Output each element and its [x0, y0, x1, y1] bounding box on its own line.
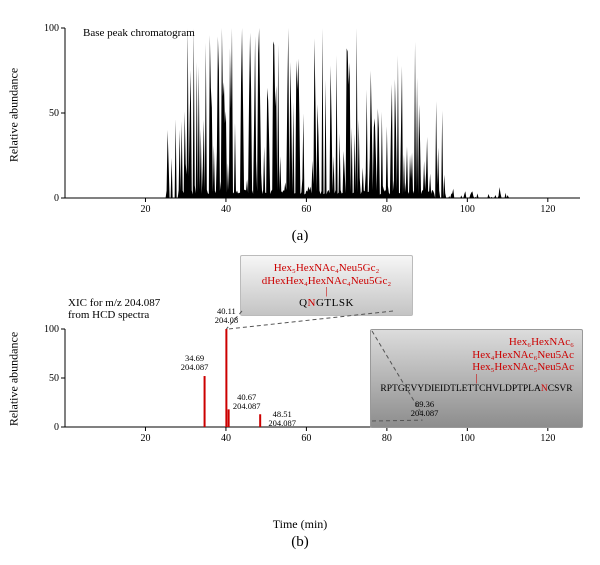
svg-text:100: 100 [460, 433, 475, 444]
svg-text:Base peak chromatogram: Base peak chromatogram [83, 27, 195, 39]
panel-a: Relative abundance 05010020406080100120B… [30, 10, 590, 220]
xic-label: XIC for m/z 204.087 from HCD spectra [68, 297, 160, 321]
svg-text:120: 120 [540, 433, 555, 444]
svg-text:50: 50 [49, 108, 59, 119]
panel-b-chart: 0 50 100 20 40 60 80 100 120 [30, 249, 590, 449]
svg-text:20: 20 [140, 204, 150, 215]
svg-text:40: 40 [221, 204, 231, 215]
panel-a-label: (a) [10, 228, 590, 245]
panel-b: Relative abundance 05010020406080100120 … [30, 249, 590, 509]
panel-a-chart: 0 50 100 20 40 60 80 100 120 Base peak chromatogr… [30, 10, 590, 220]
svg-text:60: 60 [301, 204, 311, 215]
peak-label: 48.51204.087 [268, 410, 296, 427]
svg-text:80: 80 [382, 433, 392, 444]
svg-text:100: 100 [44, 324, 59, 335]
svg-text:80: 80 [382, 204, 392, 215]
svg-text:0: 0 [54, 193, 59, 204]
peak-label: 40.11204.08 [215, 307, 238, 324]
panel-b-ylabel: Relative abundance [7, 332, 22, 426]
peak-label: 34.69204.087 [181, 354, 209, 371]
svg-text:20: 20 [140, 433, 150, 444]
svg-text:60: 60 [301, 433, 311, 444]
peak-label: 89.36204.087 [411, 400, 439, 417]
panel-b-xlabel: Time (min) [10, 517, 590, 532]
svg-text:100: 100 [460, 204, 475, 215]
svg-text:40: 40 [221, 433, 231, 444]
panel-a-ylabel: Relative abundance [7, 68, 22, 162]
svg-text:100: 100 [44, 23, 59, 34]
svg-text:50: 50 [49, 373, 59, 384]
svg-text:120: 120 [540, 204, 555, 215]
svg-text:0: 0 [54, 422, 59, 433]
panel-b-label: (b) [10, 534, 590, 551]
peak-label: 40.67204.087 [233, 393, 261, 410]
